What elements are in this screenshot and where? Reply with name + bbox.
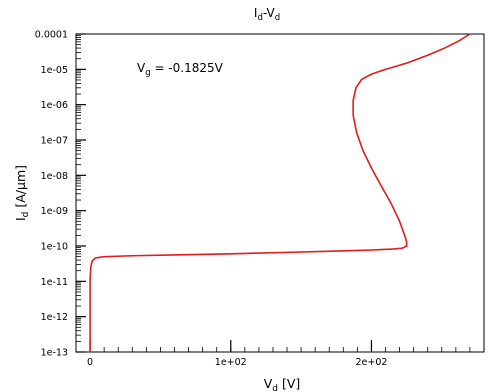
y-tick-label: 1e-05 xyxy=(41,65,68,76)
y-tick-label: 0.0001 xyxy=(35,30,68,41)
y-tick-label: 1e-08 xyxy=(41,171,68,182)
y-tick-label: 1e-06 xyxy=(41,100,68,111)
y-axis-ticks: 0.0001 1e-05 1e-06 1e-07 1e-08 1e-09 1e-10 1e-1… xyxy=(35,30,86,359)
x-tick-label: 1e+02 xyxy=(215,357,247,368)
y-axis-label: Id [A/µm] xyxy=(13,165,31,221)
x-axis-label: Vd [V] xyxy=(264,376,301,392)
y-tick-label: 1e-10 xyxy=(41,242,68,253)
x-tick-label: 2e+02 xyxy=(355,357,387,368)
x-axis-ticks: 0 1e+02 2e+02 xyxy=(87,340,485,368)
plot-frame xyxy=(75,33,485,353)
y-tick-label: 1e-09 xyxy=(41,206,68,217)
chart-title: Id-Vd xyxy=(254,6,280,23)
y-tick-label: 1e-07 xyxy=(41,136,68,147)
y-tick-label: 1e-12 xyxy=(41,312,68,323)
series-line-id xyxy=(89,33,471,352)
vg-annotation: Vg = -0.1825V xyxy=(137,61,224,78)
x-tick-label: 0 xyxy=(87,357,93,368)
y-tick-label: 1e-11 xyxy=(41,277,68,288)
y-tick-label: 1e-13 xyxy=(41,348,68,359)
